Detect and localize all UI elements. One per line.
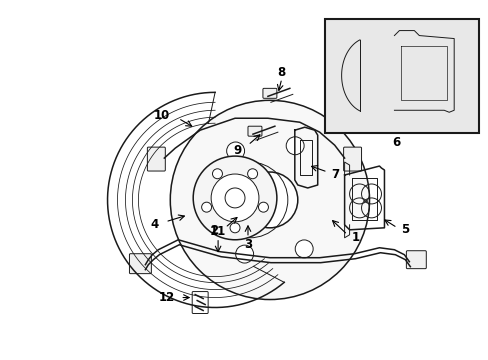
Text: 8: 8 — [277, 66, 285, 79]
FancyBboxPatch shape — [406, 251, 426, 269]
Text: 6: 6 — [391, 136, 400, 149]
Circle shape — [170, 100, 369, 300]
FancyBboxPatch shape — [129, 254, 151, 274]
Text: 12: 12 — [159, 291, 175, 304]
Circle shape — [193, 156, 276, 240]
Circle shape — [212, 169, 222, 179]
Circle shape — [224, 188, 244, 208]
Circle shape — [201, 202, 211, 212]
Text: 7: 7 — [331, 167, 339, 180]
Text: 9: 9 — [233, 144, 242, 157]
Text: 1: 1 — [351, 231, 359, 244]
Text: 10: 10 — [154, 109, 170, 122]
FancyBboxPatch shape — [343, 147, 361, 171]
Circle shape — [242, 172, 297, 228]
Circle shape — [211, 174, 259, 222]
Bar — [324, 19, 478, 133]
Circle shape — [201, 196, 219, 214]
Text: 11: 11 — [209, 225, 226, 238]
Circle shape — [226, 142, 244, 160]
FancyBboxPatch shape — [247, 126, 262, 136]
Text: 3: 3 — [244, 238, 251, 251]
Circle shape — [285, 137, 304, 155]
Circle shape — [247, 169, 257, 179]
Circle shape — [258, 202, 268, 212]
Text: 2: 2 — [209, 224, 218, 237]
Text: 5: 5 — [401, 223, 409, 236]
Circle shape — [295, 240, 312, 258]
Circle shape — [229, 223, 240, 233]
Text: 4: 4 — [150, 218, 158, 231]
FancyBboxPatch shape — [147, 147, 165, 171]
FancyBboxPatch shape — [263, 88, 276, 98]
Circle shape — [235, 245, 253, 263]
